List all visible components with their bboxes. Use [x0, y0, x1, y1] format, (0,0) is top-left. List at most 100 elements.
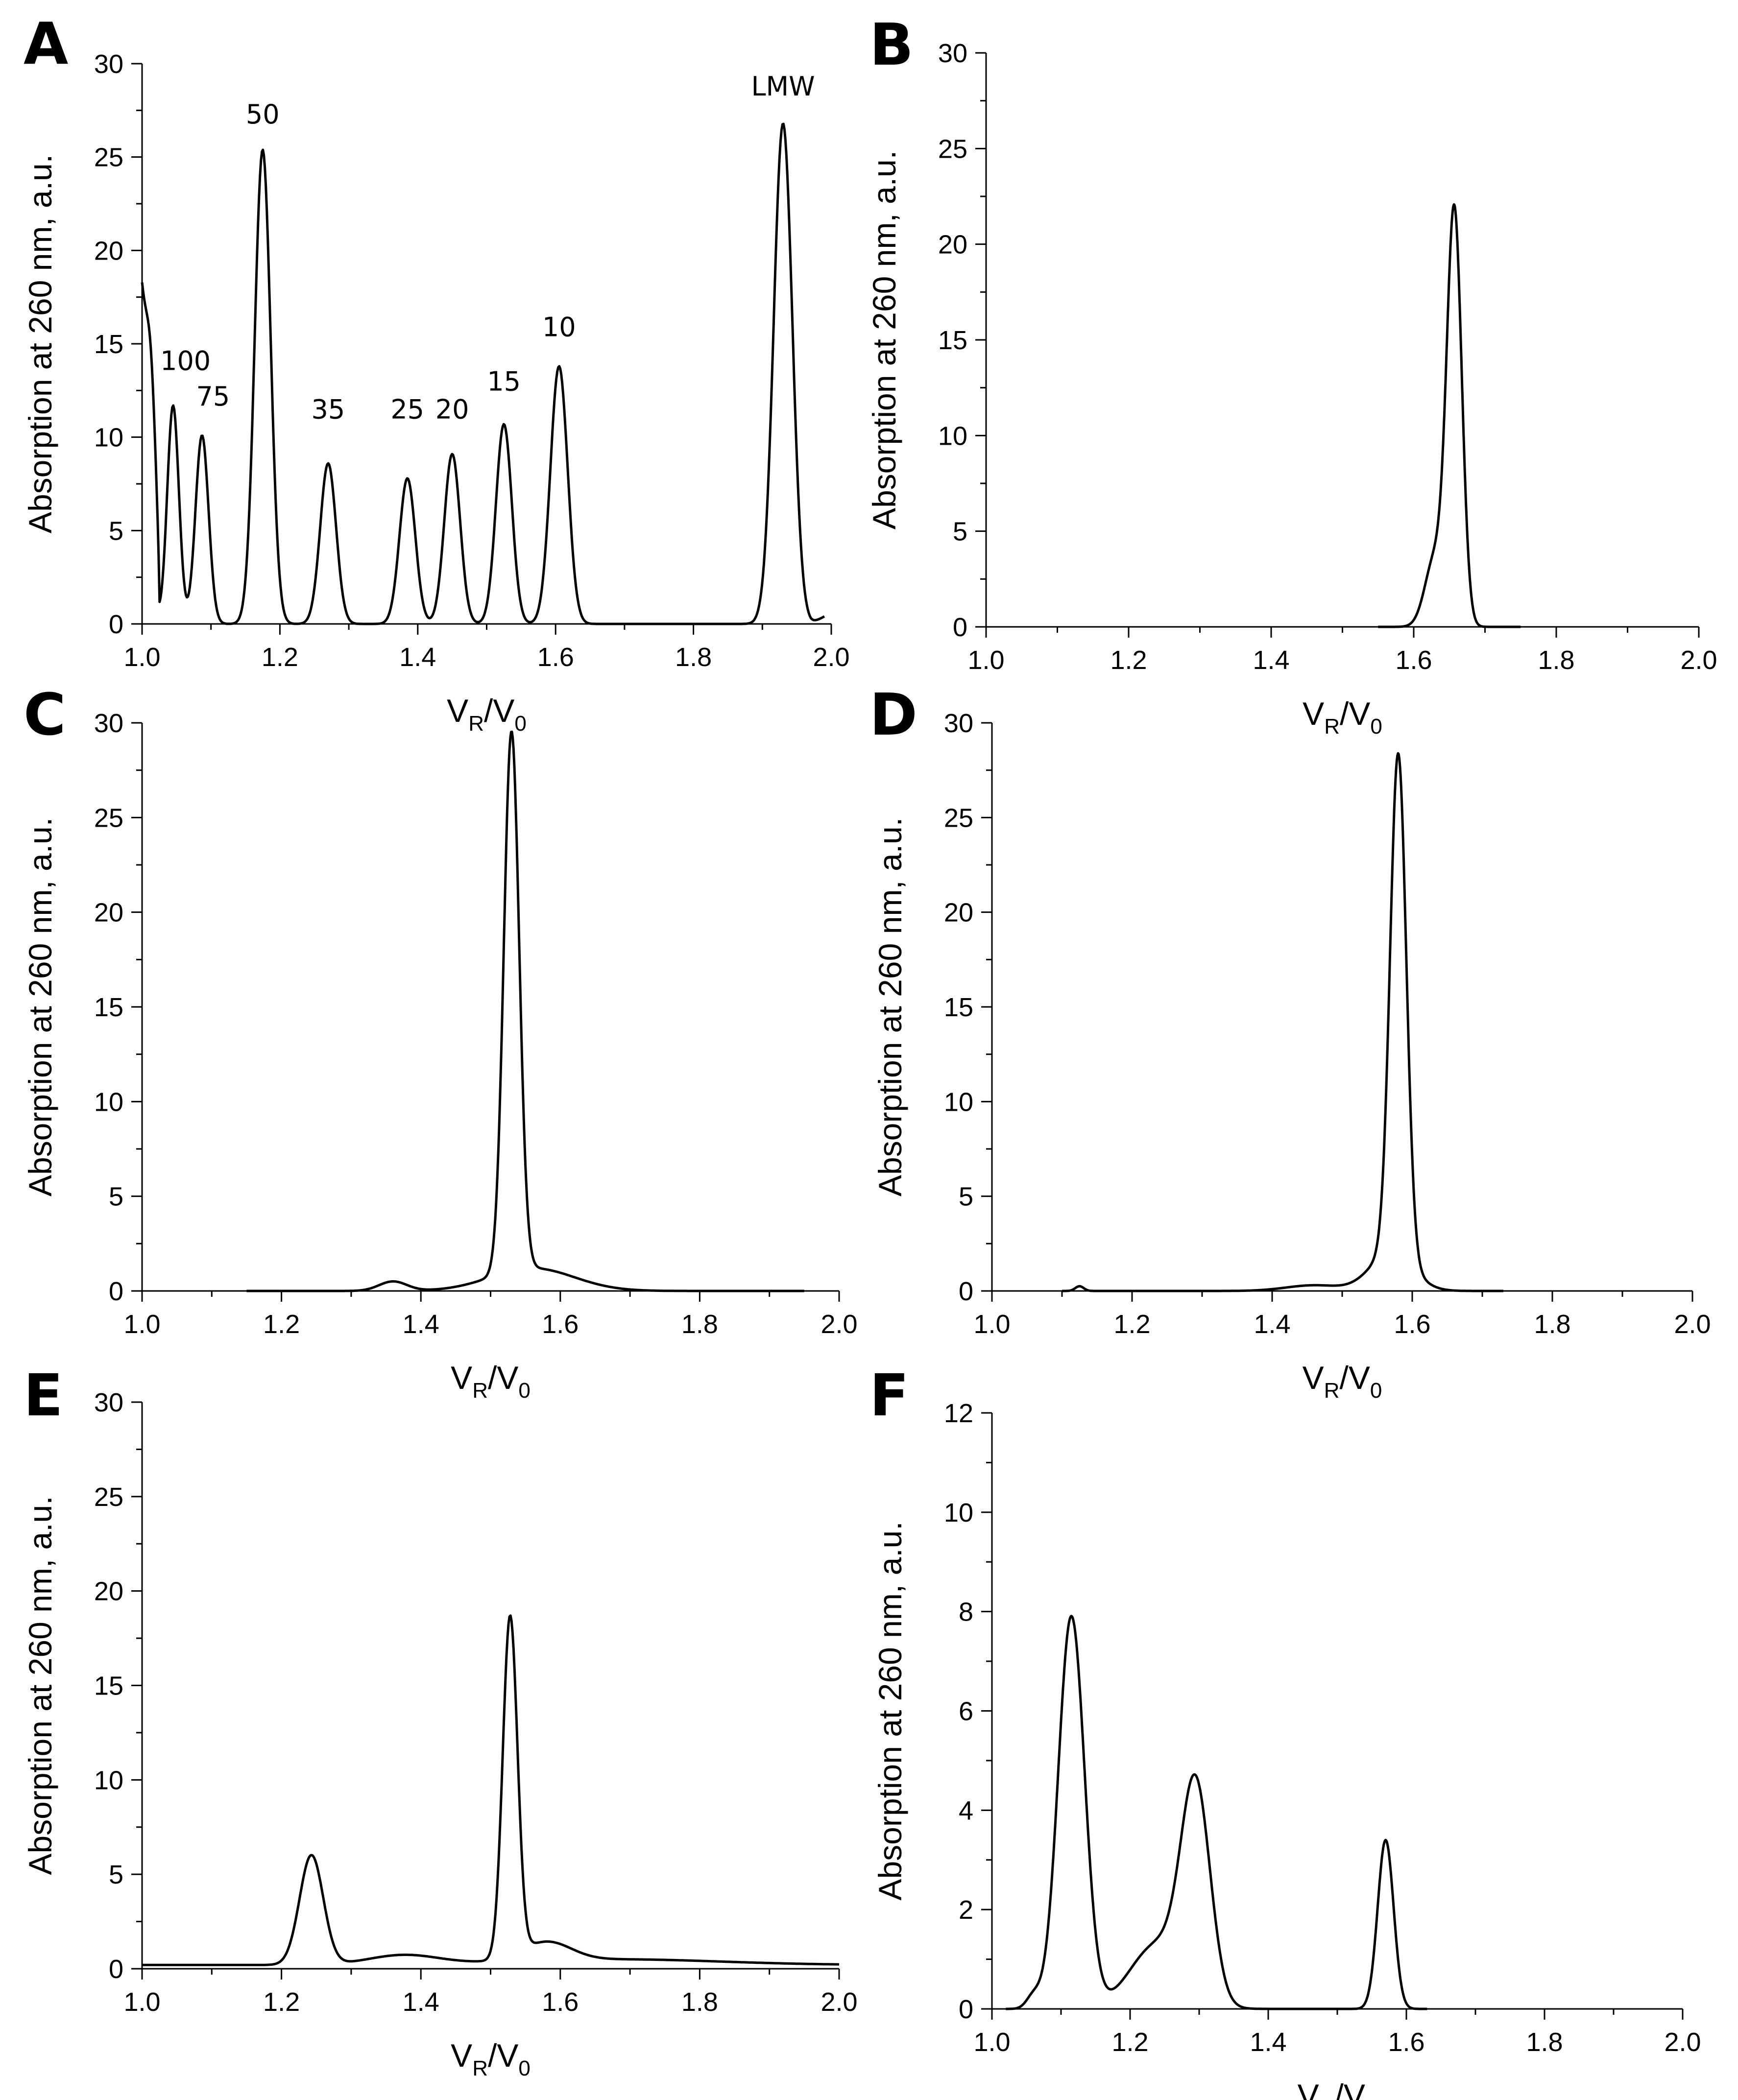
plot-area: 0 2 4 6 8 10 12 1.0 1.2 1.4 1.6 1.8 2.0 Absorption at… — [872, 1399, 1701, 2100]
panel-a: A 0 5 10 15 20 25 30 1.0 1.2 1.4 1.6 1.8 2.0 Absorpti… — [22, 10, 850, 736]
y-tick-label: 25 — [938, 134, 967, 164]
x-axis-label: VR/V0 — [447, 692, 527, 736]
y-tick-label: 20 — [94, 236, 123, 265]
x-tick-label: 1.6 — [542, 1987, 579, 2017]
panel-e: E 0 5 10 15 20 25 30 1.0 1.2 1.4 1.6 1.8 2.0 Absorpti… — [22, 1361, 858, 2080]
y-tick-label: 0 — [109, 1955, 123, 1984]
y-tick-label: 10 — [938, 421, 967, 451]
data-series — [142, 1614, 840, 1966]
y-axis-label: Absorption at 260 nm, a.u. — [22, 154, 58, 533]
x-tick-label: 1.6 — [1388, 2028, 1424, 2057]
peak-label: 15 — [487, 366, 521, 397]
x-tick-label: 1.0 — [123, 643, 160, 672]
plot-area: 0 5 10 15 20 25 30 1.0 1.2 1.4 1.6 1.8 2.0 Absorption… — [22, 49, 850, 736]
y-tick-label: 15 — [944, 993, 973, 1022]
x-tick-label: 1.6 — [537, 643, 574, 672]
x-tick-label: 1.2 — [1110, 645, 1147, 675]
y-tick-label: 30 — [94, 709, 123, 738]
peak-label: 35 — [312, 394, 345, 425]
y-tick-label: 20 — [94, 898, 123, 928]
x-tick-label: 1.0 — [967, 645, 1004, 675]
y-tick-label: 30 — [94, 49, 123, 79]
x-tick-label: 1.2 — [263, 1987, 300, 2017]
y-tick-label: 30 — [938, 39, 967, 68]
x-tick-label: 2.0 — [813, 643, 849, 672]
x-tick-label: 1.8 — [1534, 1310, 1570, 1339]
x-tick-label: 1.6 — [542, 1310, 579, 1339]
data-series — [1061, 752, 1504, 1292]
x-axis-label: VR/V0 — [1303, 1360, 1382, 1403]
x-tick-label: 2.0 — [1680, 645, 1717, 675]
x-tick-label: 2.0 — [1664, 2028, 1701, 2057]
panel-letter: B — [869, 11, 914, 78]
data-series — [1005, 1615, 1428, 2010]
y-tick-label: 25 — [94, 803, 123, 833]
x-tick-label: 1.2 — [262, 643, 298, 672]
y-tick-label: 5 — [109, 1182, 123, 1212]
y-tick-label: 20 — [944, 898, 973, 928]
y-tick-label: 0 — [953, 613, 967, 642]
y-axis-label: Absorption at 260 nm, a.u. — [22, 817, 58, 1196]
panel-letter: A — [24, 10, 68, 77]
y-tick-label: 15 — [938, 326, 967, 355]
peak-label: LMW — [751, 71, 815, 102]
peak-label: 50 — [246, 99, 280, 130]
x-tick-label: 1.4 — [403, 1310, 439, 1339]
y-tick-label: 5 — [959, 1182, 973, 1212]
panel-letter: C — [24, 681, 66, 748]
y-tick-label: 0 — [959, 1277, 973, 1306]
x-axis-label: VR/V0 — [1303, 695, 1382, 739]
y-tick-label: 2 — [959, 1895, 973, 1925]
plot-area: 0 5 10 15 20 25 30 1.0 1.2 1.4 1.6 1.8 2.0 Absorption… — [872, 709, 1711, 1403]
y-axis-label: Absorption at 260 nm, a.u. — [22, 1496, 58, 1875]
peak-label: 75 — [196, 381, 230, 412]
x-axis-label: VR/V0 — [451, 1360, 531, 1403]
y-tick-label: 20 — [938, 230, 967, 260]
plot-area: 0 5 10 15 20 25 30 1.0 1.2 1.4 1.6 1.8 2.0 Absorption… — [22, 709, 858, 1403]
plot-area: 0 5 10 15 20 25 30 1.0 1.2 1.4 1.6 1.8 2.0 Absorption… — [22, 1388, 858, 2080]
y-tick-label: 4 — [959, 1796, 973, 1825]
x-tick-label: 1.8 — [1526, 2028, 1563, 2057]
x-tick-label: 2.0 — [821, 1310, 857, 1339]
y-axis-label: Absorption at 260 nm, a.u. — [872, 1521, 908, 1900]
x-tick-label: 1.6 — [1394, 1310, 1430, 1339]
peak-label: 10 — [542, 312, 576, 343]
y-tick-label: 30 — [94, 1388, 123, 1417]
y-axis-label: Absorption at 260 nm, a.u. — [872, 817, 908, 1196]
y-tick-label: 25 — [94, 143, 123, 172]
peak-label: 20 — [435, 394, 469, 425]
x-tick-label: 1.0 — [973, 1310, 1010, 1339]
panel-letter: F — [869, 1361, 909, 1429]
x-axis-label: VR/V0 — [1298, 2077, 1377, 2100]
y-tick-label: 5 — [109, 516, 123, 546]
y-tick-label: 5 — [953, 517, 967, 547]
panel-b: B 0 5 10 15 20 25 30 1.0 1.2 1.4 1.6 1.8 2.0 Absorpti… — [866, 11, 1717, 739]
y-tick-label: 30 — [944, 709, 973, 738]
y-axis-label: Absorption at 260 nm, a.u. — [866, 150, 902, 529]
x-tick-label: 1.2 — [1113, 1310, 1150, 1339]
x-tick-label: 1.2 — [1111, 2028, 1148, 2057]
panel-letter: D — [869, 681, 917, 748]
x-tick-label: 1.2 — [263, 1310, 300, 1339]
y-tick-label: 10 — [94, 1087, 123, 1117]
y-tick-label: 0 — [109, 1277, 123, 1306]
y-tick-label: 10 — [944, 1087, 973, 1117]
data-series — [141, 122, 825, 625]
x-tick-label: 1.0 — [123, 1987, 160, 2017]
x-tick-label: 1.4 — [1253, 645, 1289, 675]
plot-area: 0 5 10 15 20 25 30 1.0 1.2 1.4 1.6 1.8 2.0 Absorption… — [866, 39, 1717, 739]
y-tick-label: 15 — [94, 1671, 123, 1701]
x-tick-label: 1.0 — [123, 1310, 160, 1339]
x-tick-label: 1.8 — [1538, 645, 1574, 675]
panel-d: D 0 5 10 15 20 25 30 1.0 1.2 1.4 1.6 1.8 2.0 Absorpti… — [869, 681, 1711, 1403]
x-tick-label: 1.8 — [675, 643, 712, 672]
x-tick-label: 1.4 — [1250, 2028, 1286, 2057]
y-tick-label: 6 — [959, 1697, 973, 1726]
y-tick-label: 5 — [109, 1860, 123, 1889]
panel-letter: E — [24, 1361, 63, 1429]
x-tick-label: 1.8 — [681, 1987, 718, 2017]
x-tick-label: 1.0 — [973, 2028, 1010, 2057]
peak-label: 25 — [390, 394, 424, 425]
panel-f: F 0 2 4 6 8 10 12 1.0 1.2 1.4 1.6 1.8 2.0 Absorption … — [869, 1361, 1701, 2100]
